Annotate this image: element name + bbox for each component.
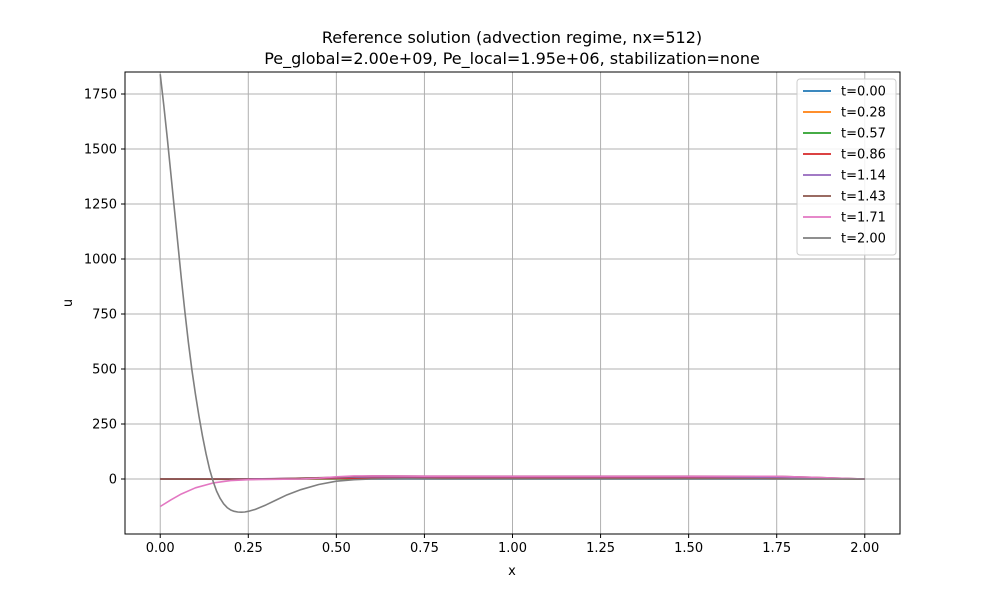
y-axis-label: u [61,299,76,307]
x-ticks: 0.00 0.25 0.50 0.75 1.00 1.25 1.50 1.75 2.00 [146,534,879,556]
legend-entry: t=1.14 [841,169,886,184]
chart-title: Reference solution (advection regime, nx… [322,28,702,47]
x-tick-label: 1.50 [674,541,703,556]
y-tick-label: 500 [92,363,117,378]
x-tick-label: 0.25 [234,541,263,556]
y-tick-label: 1500 [84,143,117,158]
x-tick-label: 1.00 [498,541,527,556]
y-tick-label: 1000 [84,253,117,268]
y-tick-label: 750 [92,308,117,323]
y-tick-label: 1250 [84,198,117,213]
legend-entry: t=2.00 [841,232,886,247]
chart-subtitle: Pe_global=2.00e+09, Pe_local=1.95e+06, s… [264,49,760,69]
y-ticks: 0 250 500 750 1000 1250 1500 1750 [84,88,125,488]
legend-entry: t=0.00 [841,85,886,100]
legend-frame [796,78,897,256]
series-lines [159,74,865,514]
x-tick-label: 2.00 [850,541,879,556]
y-tick-label: 250 [92,418,117,433]
series-line-t=1.71 [159,475,865,508]
x-tick-label: 1.25 [586,541,615,556]
legend-entry: t=1.43 [841,190,886,205]
x-axis-label: x [508,564,516,579]
legend-entry: t=1.71 [841,211,886,226]
y-tick-label: 0 [109,473,117,488]
y-tick-label: 1750 [84,88,117,103]
legend-entry: t=0.86 [841,148,886,163]
legend-entry: t=0.57 [841,127,886,142]
x-tick-label: 0.00 [146,541,175,556]
x-tick-label: 0.50 [322,541,351,556]
legend: t=0.00 t=0.28 t=0.57 t=0.86 t=1.14 t=1.43 t=1.… [796,78,897,256]
legend-entry: t=0.28 [841,106,886,121]
x-tick-label: 1.75 [762,541,791,556]
series-line-t=2.00 [159,74,865,514]
x-tick-label: 0.75 [410,541,439,556]
